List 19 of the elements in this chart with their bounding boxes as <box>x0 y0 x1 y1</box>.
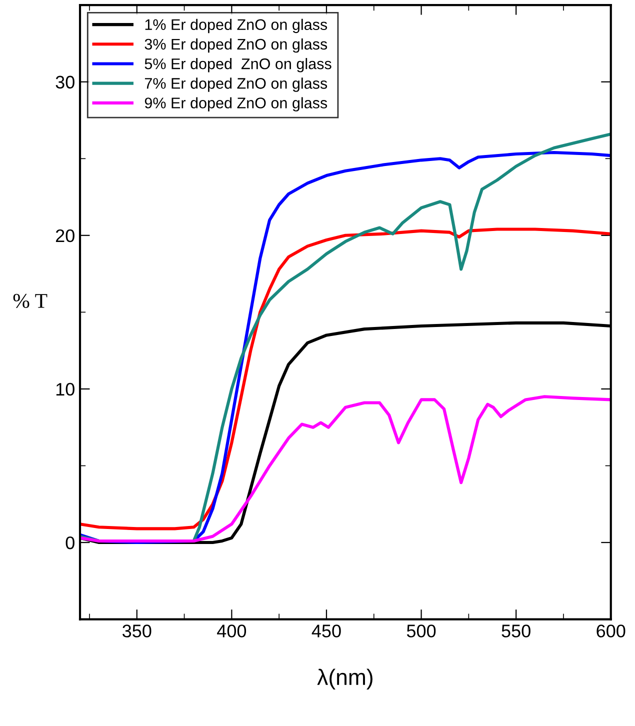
legend-label: 7% Er doped ZnO on glass <box>144 78 328 92</box>
x-tick-label: 550 <box>502 624 530 638</box>
y-tick-label: 30 <box>56 76 74 89</box>
x-tick-label: 400 <box>217 624 246 638</box>
x-tick-label: 500 <box>406 624 436 638</box>
y-tick-label: 0 <box>66 536 74 550</box>
y-axis-title: % T <box>13 294 48 308</box>
line-series <box>80 395 611 542</box>
legend-label: 1% Er doped ZnO on glass <box>145 18 328 34</box>
legend-label: 9% Er doped ZnO on glass <box>144 97 328 112</box>
line-series <box>80 228 611 530</box>
legend-label: 5% Er doped ZnO on glass <box>144 58 332 72</box>
legend-label: 3% Er doped ZnO on glass <box>144 38 328 53</box>
y-tick-label: 20 <box>56 229 74 242</box>
y-tick-label: 10 <box>56 382 74 396</box>
x-tick-label: 450 <box>312 624 341 638</box>
x-axis-title: λ(nm) <box>317 668 372 690</box>
x-tick-label: 350 <box>122 624 152 638</box>
x-tick-label: 600 <box>596 624 626 638</box>
